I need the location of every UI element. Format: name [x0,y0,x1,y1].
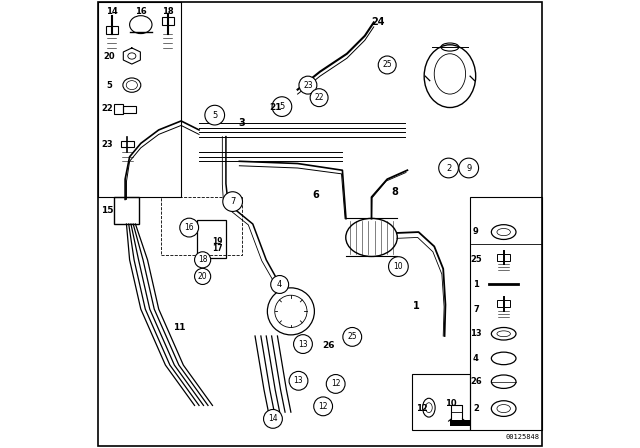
Text: 22: 22 [101,104,113,113]
Bar [197,220,226,258]
Circle shape [223,192,243,211]
Circle shape [271,276,289,293]
Text: 4: 4 [277,280,282,289]
Circle shape [326,375,345,393]
Text: 12: 12 [331,379,340,388]
Text: 25: 25 [470,255,482,264]
Text: 7: 7 [473,305,479,314]
Circle shape [314,397,333,416]
Text: 5: 5 [279,102,285,111]
Text: 24: 24 [371,17,385,26]
Text: 9: 9 [466,164,472,172]
Text: 11: 11 [173,323,185,332]
Bar [161,197,242,255]
Text: 22: 22 [314,93,324,102]
Text: 16: 16 [184,223,194,232]
Text: 10: 10 [394,262,403,271]
Circle shape [294,335,312,353]
Text: 14: 14 [106,7,118,16]
Bar [497,300,510,307]
Text: 6: 6 [312,190,319,200]
Circle shape [310,89,328,107]
Text: 16: 16 [135,7,147,16]
Text: 5: 5 [212,111,218,120]
Text: 8: 8 [392,187,399,197]
Bar [114,104,123,114]
Circle shape [205,105,225,125]
Text: 4: 4 [473,354,479,363]
Circle shape [439,158,458,178]
Circle shape [195,252,211,268]
Circle shape [195,268,211,284]
Text: 25: 25 [348,332,357,341]
Text: 12: 12 [318,402,328,411]
Circle shape [459,158,479,178]
Text: 5: 5 [106,81,113,90]
Bar [106,26,118,34]
Bar [162,17,173,25]
Text: 26: 26 [470,377,482,386]
Text: 20: 20 [198,272,207,281]
Text: 20: 20 [104,52,115,60]
Text: 9: 9 [473,227,479,236]
Text: 13: 13 [298,340,308,349]
Text: 1: 1 [473,280,479,289]
Circle shape [264,409,282,428]
Text: 00125848: 00125848 [506,434,540,440]
Text: 23: 23 [303,81,313,90]
Text: 15: 15 [101,206,113,215]
Text: 1: 1 [413,301,420,310]
Text: 14: 14 [268,414,278,423]
Text: 18: 18 [198,255,207,264]
Bar [412,374,470,430]
Text: 21: 21 [269,103,282,112]
Text: 7: 7 [230,197,236,206]
Bar [99,2,181,197]
Bar [121,141,134,147]
Circle shape [388,257,408,276]
Text: 12: 12 [416,404,428,413]
Text: 19: 19 [212,237,222,246]
Bar [470,197,541,430]
Text: 17: 17 [212,244,223,253]
Bar [450,420,472,426]
Bar [123,106,136,113]
Text: 2: 2 [473,404,479,413]
Text: 2: 2 [446,164,451,172]
Text: 23: 23 [101,140,113,149]
Text: 13: 13 [470,329,482,338]
Text: 10: 10 [445,399,456,408]
Circle shape [272,97,292,116]
Circle shape [180,218,198,237]
Circle shape [289,371,308,390]
Text: 3: 3 [238,118,245,128]
Bar [497,254,510,261]
Text: 18: 18 [162,7,173,16]
Text: 26: 26 [322,341,334,350]
Bar [114,197,139,224]
Circle shape [299,76,317,94]
Circle shape [343,327,362,346]
Text: 13: 13 [294,376,303,385]
Text: 25: 25 [382,60,392,69]
Circle shape [378,56,396,74]
